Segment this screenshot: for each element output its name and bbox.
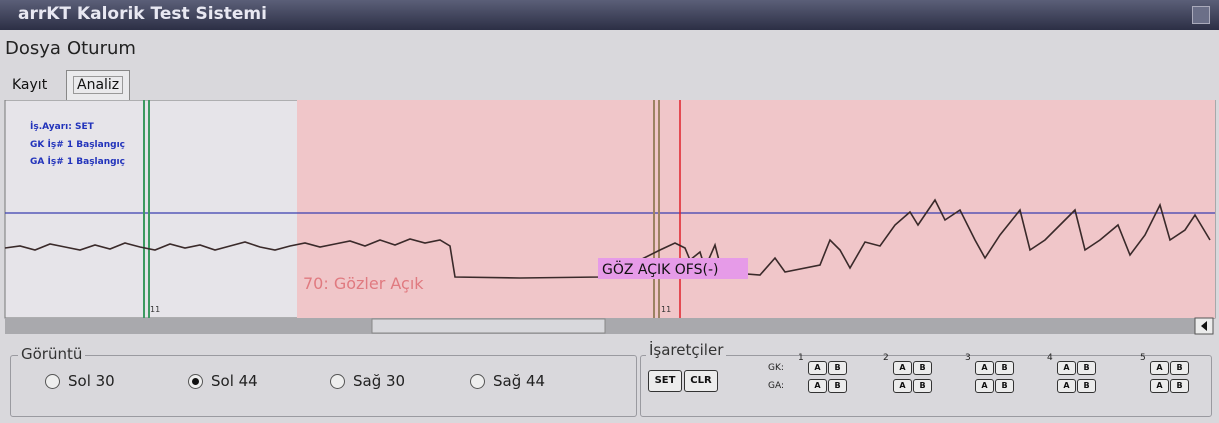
radio-label: Sağ 30 [353,372,405,390]
app-window: arrKT Kalorik Test Sistemi Dosya Oturum K… [0,0,1219,423]
key-button[interactable]: B [1170,379,1189,393]
key-button[interactable]: B [1077,379,1096,393]
key-button[interactable]: A [893,361,912,375]
column-number: 3 [965,353,971,363]
line-label: 11 [150,305,160,314]
key-button[interactable]: A [808,361,827,375]
plot-note: GA İş# 1 Başlangıç [30,156,125,167]
tab[interactable]: Kayıt [6,72,53,98]
radio-button[interactable] [45,374,60,389]
key-button[interactable]: B [828,361,847,375]
menu-item[interactable]: Dosya [5,38,61,59]
key-button[interactable]: B [995,379,1014,393]
radio-option[interactable]: Sol 30 [45,372,115,390]
key-button[interactable]: B [828,379,847,393]
tab-label: Analiz [73,76,123,94]
radio-button[interactable] [470,374,485,389]
radio-option[interactable]: Sol 44 [188,372,258,390]
radio-button[interactable] [188,374,203,389]
window-title: arrKT Kalorik Test Sistemi [18,4,267,24]
key-button[interactable]: B [1170,361,1189,375]
radio-label: Sol 30 [68,372,115,390]
key-button[interactable]: B [1077,361,1096,375]
column-number: 1 [798,353,804,363]
radio-dot [192,378,199,385]
column-number: 5 [1140,353,1146,363]
column-number: 2 [883,353,889,363]
column-number: 4 [1047,353,1053,363]
window-button[interactable] [1192,6,1210,24]
radio-label: Sol 44 [211,372,258,390]
group-title: Görüntü [18,345,85,363]
radio-label: Sağ 44 [493,372,545,390]
key-button[interactable]: A [1057,361,1076,375]
region-label: 70: Gözler Açık [303,274,424,293]
plot-note: İş.Ayarı: SET [30,121,95,132]
row-label: GA: [768,381,784,391]
radio-button[interactable] [330,374,345,389]
marker-button[interactable]: SET [648,370,682,392]
group-title: İşaretçiler [646,341,726,359]
key-button[interactable]: A [975,379,994,393]
tab-active[interactable]: Analiz [66,70,130,101]
line-label: 11 [661,305,671,314]
key-button[interactable]: A [1150,379,1169,393]
radio-option[interactable]: Sağ 44 [470,372,545,390]
key-button[interactable]: A [1057,379,1076,393]
menu-bar: Dosya Oturum [5,38,142,59]
key-button[interactable]: A [1150,361,1169,375]
key-button[interactable]: A [975,361,994,375]
signal-plot: İş.Ayarı: SET GK İş# 1 Başlangıç GA İş# … [0,100,1219,336]
marker-button[interactable]: CLR [684,370,718,392]
key-button[interactable]: A [808,379,827,393]
plot-note: GK İş# 1 Başlangıç [30,139,125,150]
radio-option[interactable]: Sağ 30 [330,372,405,390]
key-button[interactable]: B [913,361,932,375]
menu-item[interactable]: Oturum [67,38,136,59]
row-label: GK: [768,363,784,373]
event-label: GÖZ AÇIK OFS(-) [602,260,718,278]
scrollbar-thumb[interactable] [372,319,605,333]
key-button[interactable]: B [995,361,1014,375]
key-button[interactable]: B [913,379,932,393]
key-button[interactable]: A [893,379,912,393]
highlight-region [297,100,1215,318]
